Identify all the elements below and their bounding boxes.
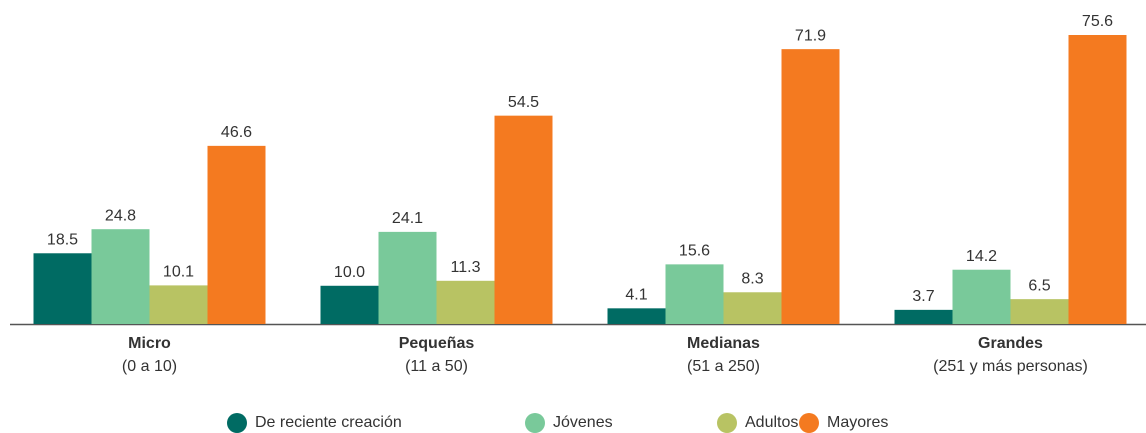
legend-label: Adultos [745,414,798,431]
value-label: 4.1 [625,287,647,304]
bar [952,269,1011,324]
bar [894,309,953,324]
value-label: 8.3 [741,270,763,287]
bar [207,145,266,324]
value-label: 6.5 [1028,277,1050,294]
value-label: 24.8 [105,207,136,224]
legend-label: De reciente creación [255,414,402,431]
x-tick-label: Micro [128,335,171,352]
x-tick-label: Pequeñas [399,335,475,352]
bar [1010,299,1069,324]
bar [723,292,782,324]
bar [781,49,840,325]
x-tick-sublabel: (251 y más personas) [933,358,1088,375]
x-tick-sublabel: (0 a 10) [122,358,177,375]
bar [494,115,553,324]
bar [1068,35,1127,324]
value-label: 10.1 [163,264,194,281]
value-label: 10.0 [334,264,365,281]
legend-marker [717,413,737,433]
bar [320,285,379,324]
value-label: 71.9 [795,27,826,44]
legend-label: Mayores [827,414,888,431]
value-label: 46.6 [221,124,252,141]
value-label: 15.6 [679,243,710,260]
value-label: 14.2 [966,248,997,265]
legend-marker [799,413,819,433]
x-tick-sublabel: (11 a 50) [405,358,468,375]
legend-label: Jóvenes [553,414,613,431]
value-label: 11.3 [451,259,481,276]
x-tick-label: Medianas [687,335,760,352]
bar [436,280,495,324]
value-label: 75.6 [1082,13,1113,30]
bar [607,308,666,324]
bar [91,229,150,324]
value-label: 18.5 [47,231,78,248]
value-label: 54.5 [508,94,539,111]
legend-marker [227,413,247,433]
x-tick-label: Grandes [978,335,1043,352]
x-tick-sublabel: (51 a 250) [687,358,760,375]
value-label: 24.1 [392,210,423,227]
bar [665,264,724,324]
value-label: 3.7 [912,288,934,305]
bar [378,231,437,324]
legend-marker [525,413,545,433]
bar [33,253,92,324]
bar [149,285,208,324]
